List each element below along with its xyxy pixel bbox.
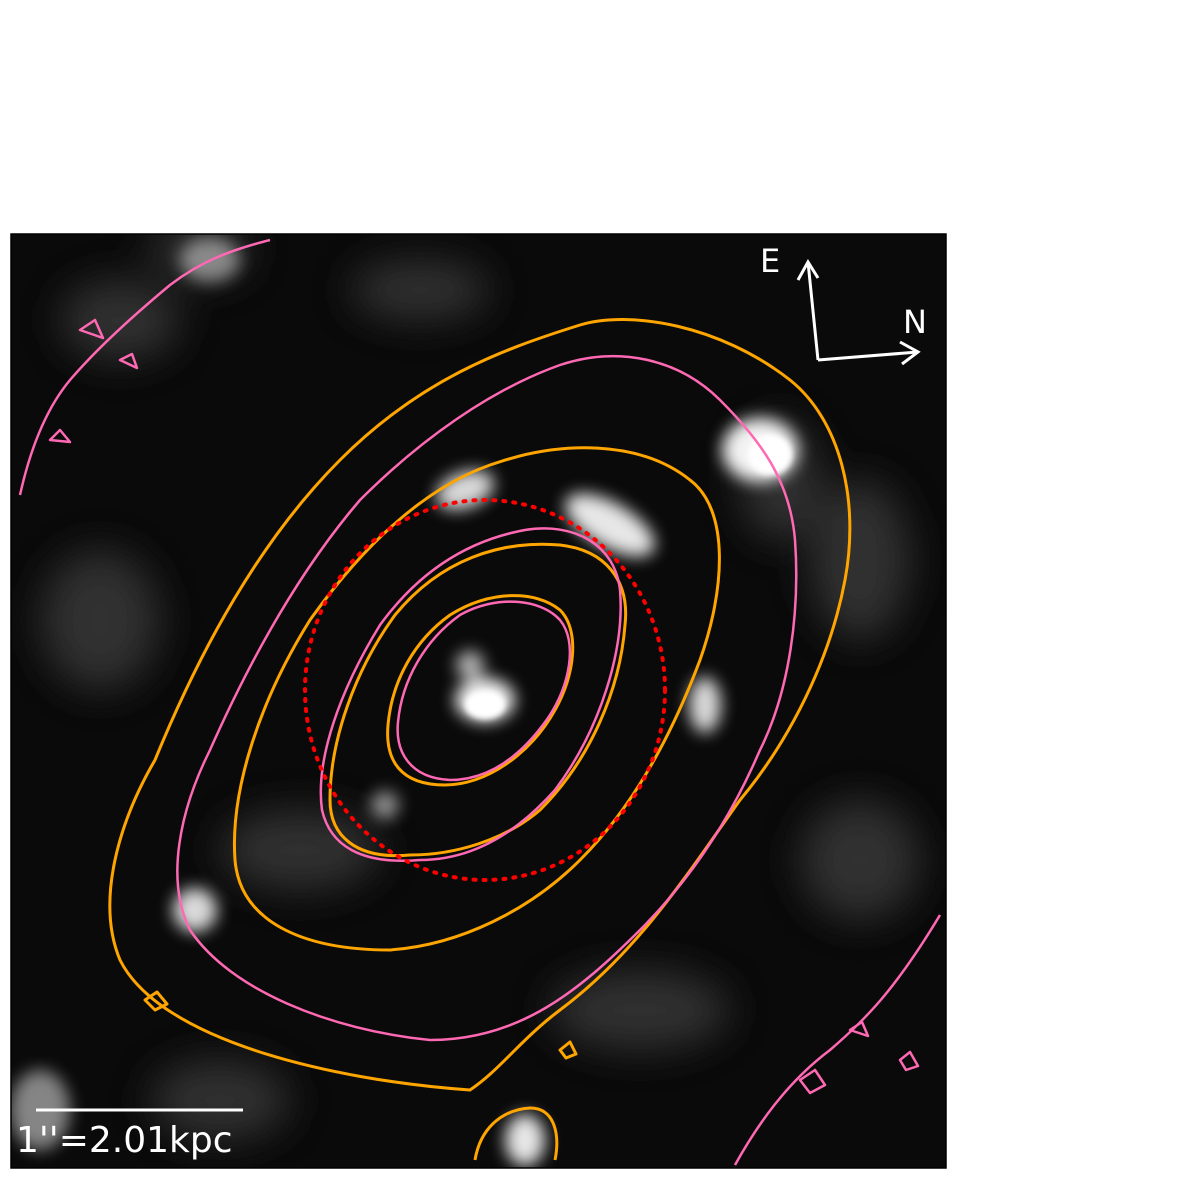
pink-contour-top-left (18, 238, 271, 496)
compass-north-arrow (817, 350, 919, 362)
pink-contour-inner (396, 600, 572, 782)
scale-bar-label: 1''=2.01kpc (16, 1120, 233, 1161)
pink-contour-outer (176, 354, 798, 1042)
orange-contour-bottom-knot (473, 1106, 559, 1161)
orange-contour-third (328, 542, 628, 858)
bright-features (11, 238, 798, 1166)
orange-contours (108, 318, 852, 1161)
orange-contour-inner (386, 594, 575, 787)
red-dotted-aperture (303, 498, 667, 882)
compass-east-label: E (760, 242, 780, 280)
pink-contour-bottom-right (733, 914, 942, 1166)
compass-north-label: N (903, 303, 927, 341)
pink-contour-middle (319, 527, 622, 862)
compass-east-arrow (806, 261, 820, 361)
compass (796, 259, 921, 366)
image-frame-border (10, 233, 947, 1169)
pink-contours (18, 238, 942, 1166)
image-panel: E N 1''=2.01kpc (11, 234, 946, 1168)
